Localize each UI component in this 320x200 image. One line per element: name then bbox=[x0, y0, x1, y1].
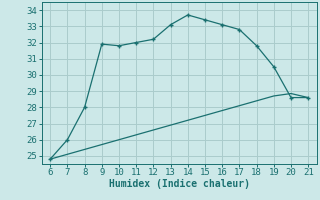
X-axis label: Humidex (Indice chaleur): Humidex (Indice chaleur) bbox=[109, 179, 250, 189]
